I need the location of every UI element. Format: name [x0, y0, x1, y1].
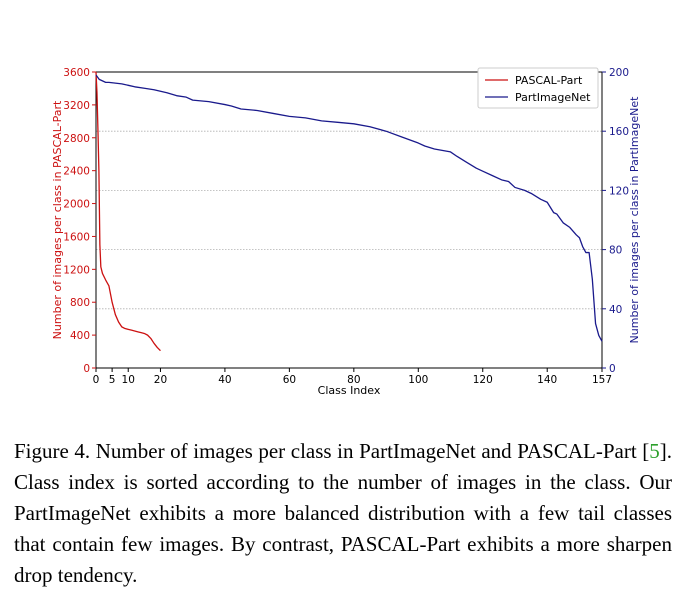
y-left-tick-label: 400: [70, 330, 90, 342]
y-right-axis-title: Number of images per class in PartImageN…: [628, 96, 641, 344]
axes-layer: 0 5 10 20 40 60 80 100 120 140 1570400800120016002…: [51, 67, 641, 397]
x-tick-label: 100: [408, 374, 428, 386]
legend-label: PartImageNet: [515, 91, 591, 104]
y-right-tick-label: 40: [609, 304, 622, 316]
y-left-tick-label: 2800: [63, 133, 90, 145]
legend-box: [477, 67, 599, 109]
x-tick-label: 157: [592, 374, 612, 386]
y-right-tick-label: 120: [609, 185, 629, 197]
x-tick-label: 60: [283, 374, 296, 386]
x-tick-label: 120: [473, 374, 493, 386]
y-left-axis-title: Number of images per class in PASCAL-Par…: [51, 100, 64, 339]
x-tick-label: 10: [122, 374, 135, 386]
y-right-tick-label: 200: [609, 67, 629, 79]
y-right-tick-label: 80: [609, 245, 622, 257]
partimagenet-line: [95, 74, 603, 342]
y-left-tick-label: 3600: [63, 67, 90, 79]
pascal-part-line: [95, 71, 161, 352]
y-right-tick-label: 160: [609, 126, 629, 138]
legend-label: PASCAL-Part: [515, 74, 583, 87]
chart: 0 5 10 20 40 60 80 100 120 140 1570400800120016002…: [51, 67, 641, 397]
x-tick-label: 140: [537, 374, 557, 386]
caption-prefix: Figure 4. Number of images per class in …: [14, 439, 650, 463]
y-left-tick-label: 1600: [63, 231, 90, 243]
y-left-tick-label: 0: [83, 363, 90, 375]
y-left-tick-label: 2400: [63, 166, 90, 178]
x-tick-label: 80: [347, 374, 360, 386]
plot-frame: [95, 71, 603, 369]
y-right-tick-label: 0: [609, 363, 616, 375]
x-tick-label: 40: [218, 374, 231, 386]
x-tick-label: 5: [109, 374, 116, 386]
legend: PASCAL-Part PartImageNet: [477, 67, 599, 109]
series-layer: [95, 71, 603, 352]
x-axis-title: Class Index: [318, 384, 381, 397]
figure-caption: Figure 4. Number of images per class in …: [14, 436, 672, 591]
x-tick-label: 20: [154, 374, 167, 386]
grid-layer: [96, 130, 602, 310]
y-left-tick-label: 800: [70, 297, 90, 309]
x-tick-label: 0: [93, 374, 100, 386]
caption-reference-link[interactable]: 5: [649, 439, 660, 463]
y-left-tick-label: 3200: [63, 100, 90, 112]
caption-suffix: ]. Class index is sorted according to th…: [14, 439, 672, 587]
y-left-tick-label: 1200: [63, 264, 90, 276]
y-left-tick-label: 2000: [63, 199, 90, 211]
